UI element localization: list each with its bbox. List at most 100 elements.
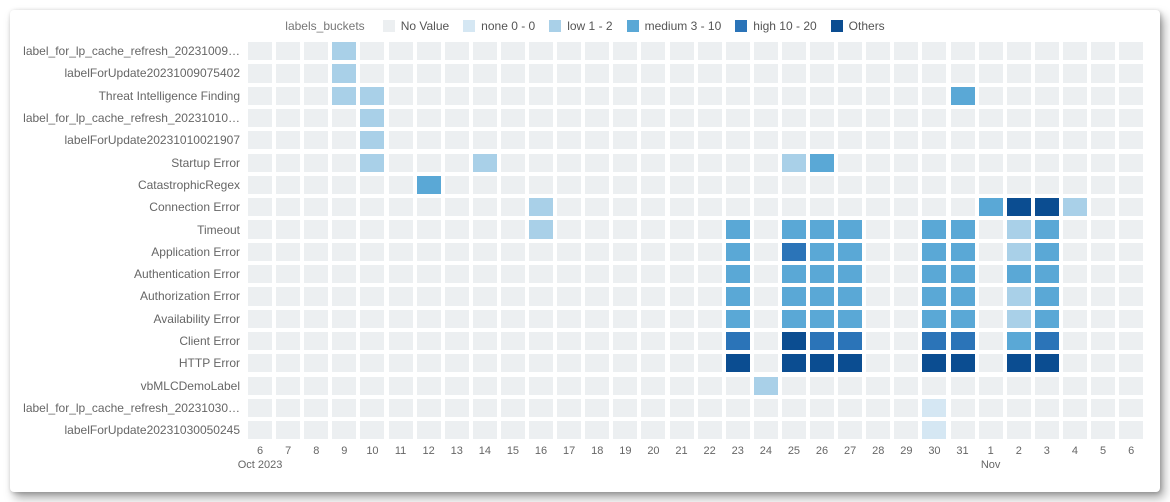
heatmap-cell[interactable]: [1033, 85, 1061, 107]
heatmap-cell[interactable]: [668, 218, 696, 240]
heatmap-cell[interactable]: [330, 196, 358, 218]
heatmap-cell[interactable]: [330, 85, 358, 107]
heatmap-cell[interactable]: [752, 218, 780, 240]
heatmap-cell[interactable]: [892, 330, 920, 352]
heatmap-cell[interactable]: [358, 397, 386, 419]
heatmap-cell[interactable]: [864, 85, 892, 107]
heatmap-cell[interactable]: [499, 85, 527, 107]
heatmap-cell[interactable]: [1033, 129, 1061, 151]
heatmap-cell[interactable]: [808, 152, 836, 174]
heatmap-cell[interactable]: [499, 129, 527, 151]
heatmap-cell[interactable]: [611, 152, 639, 174]
heatmap-cell[interactable]: [752, 375, 780, 397]
heatmap-cell[interactable]: [836, 107, 864, 129]
heatmap-cell[interactable]: [1117, 308, 1145, 330]
heatmap-cell[interactable]: [246, 352, 274, 374]
heatmap-cell[interactable]: [808, 308, 836, 330]
heatmap-cell[interactable]: [583, 85, 611, 107]
heatmap-cell[interactable]: [780, 40, 808, 62]
heatmap-cell[interactable]: [892, 152, 920, 174]
heatmap-cell[interactable]: [471, 241, 499, 263]
heatmap-cell[interactable]: [696, 152, 724, 174]
heatmap-cell[interactable]: [1089, 241, 1117, 263]
heatmap-cell[interactable]: [920, 285, 948, 307]
heatmap-cell[interactable]: [387, 152, 415, 174]
heatmap-cell[interactable]: [274, 196, 302, 218]
heatmap-cell[interactable]: [639, 218, 667, 240]
heatmap-cell[interactable]: [808, 397, 836, 419]
heatmap-cell[interactable]: [892, 308, 920, 330]
heatmap-cell[interactable]: [443, 196, 471, 218]
heatmap-cell[interactable]: [1005, 107, 1033, 129]
heatmap-cell[interactable]: [1061, 285, 1089, 307]
heatmap-cell[interactable]: [836, 62, 864, 84]
heatmap-cell[interactable]: [358, 107, 386, 129]
heatmap-cell[interactable]: [330, 263, 358, 285]
heatmap-cell[interactable]: [611, 397, 639, 419]
heatmap-cell[interactable]: [1005, 152, 1033, 174]
heatmap-cell[interactable]: [246, 174, 274, 196]
heatmap-cell[interactable]: [668, 241, 696, 263]
heatmap-cell[interactable]: [1033, 397, 1061, 419]
heatmap-cell[interactable]: [977, 241, 1005, 263]
heatmap-cell[interactable]: [611, 263, 639, 285]
heatmap-cell[interactable]: [836, 330, 864, 352]
heatmap-cell[interactable]: [415, 62, 443, 84]
heatmap-cell[interactable]: [1033, 419, 1061, 441]
heatmap-cell[interactable]: [668, 263, 696, 285]
heatmap-cell[interactable]: [274, 263, 302, 285]
heatmap-cell[interactable]: [1033, 263, 1061, 285]
heatmap-cell[interactable]: [415, 174, 443, 196]
heatmap-cell[interactable]: [864, 419, 892, 441]
heatmap-cell[interactable]: [1117, 62, 1145, 84]
heatmap-cell[interactable]: [1117, 263, 1145, 285]
heatmap-cell[interactable]: [415, 263, 443, 285]
heatmap-cell[interactable]: [246, 241, 274, 263]
heatmap-cell[interactable]: [1033, 62, 1061, 84]
heatmap-cell[interactable]: [892, 62, 920, 84]
heatmap-cell[interactable]: [836, 397, 864, 419]
heatmap-cell[interactable]: [1117, 40, 1145, 62]
heatmap-cell[interactable]: [555, 174, 583, 196]
heatmap-cell[interactable]: [330, 107, 358, 129]
heatmap-cell[interactable]: [949, 152, 977, 174]
heatmap-cell[interactable]: [977, 419, 1005, 441]
heatmap-cell[interactable]: [808, 107, 836, 129]
heatmap-cell[interactable]: [443, 152, 471, 174]
heatmap-cell[interactable]: [639, 285, 667, 307]
heatmap-cell[interactable]: [780, 352, 808, 374]
heatmap-cell[interactable]: [977, 174, 1005, 196]
heatmap-cell[interactable]: [1061, 218, 1089, 240]
heatmap-cell[interactable]: [471, 263, 499, 285]
heatmap-cell[interactable]: [471, 218, 499, 240]
heatmap-cell[interactable]: [583, 107, 611, 129]
heatmap-cell[interactable]: [358, 330, 386, 352]
heatmap-cell[interactable]: [949, 129, 977, 151]
heatmap-cell[interactable]: [499, 107, 527, 129]
heatmap-cell[interactable]: [1033, 352, 1061, 374]
heatmap-cell[interactable]: [724, 152, 752, 174]
heatmap-cell[interactable]: [415, 152, 443, 174]
heatmap-cell[interactable]: [611, 129, 639, 151]
heatmap-cell[interactable]: [302, 85, 330, 107]
heatmap-cell[interactable]: [1089, 174, 1117, 196]
heatmap-cell[interactable]: [780, 285, 808, 307]
heatmap-cell[interactable]: [583, 241, 611, 263]
heatmap-cell[interactable]: [387, 107, 415, 129]
heatmap-cell[interactable]: [1033, 330, 1061, 352]
heatmap-cell[interactable]: [611, 40, 639, 62]
heatmap-cell[interactable]: [1117, 129, 1145, 151]
heatmap-cell[interactable]: [583, 62, 611, 84]
heatmap-cell[interactable]: [246, 218, 274, 240]
heatmap-cell[interactable]: [555, 40, 583, 62]
heatmap-cell[interactable]: [583, 308, 611, 330]
heatmap-cell[interactable]: [415, 85, 443, 107]
heatmap-cell[interactable]: [246, 308, 274, 330]
heatmap-cell[interactable]: [583, 397, 611, 419]
heatmap-cell[interactable]: [949, 308, 977, 330]
heatmap-cell[interactable]: [639, 152, 667, 174]
heatmap-cell[interactable]: [696, 40, 724, 62]
heatmap-cell[interactable]: [1061, 129, 1089, 151]
heatmap-cell[interactable]: [892, 263, 920, 285]
heatmap-cell[interactable]: [302, 129, 330, 151]
